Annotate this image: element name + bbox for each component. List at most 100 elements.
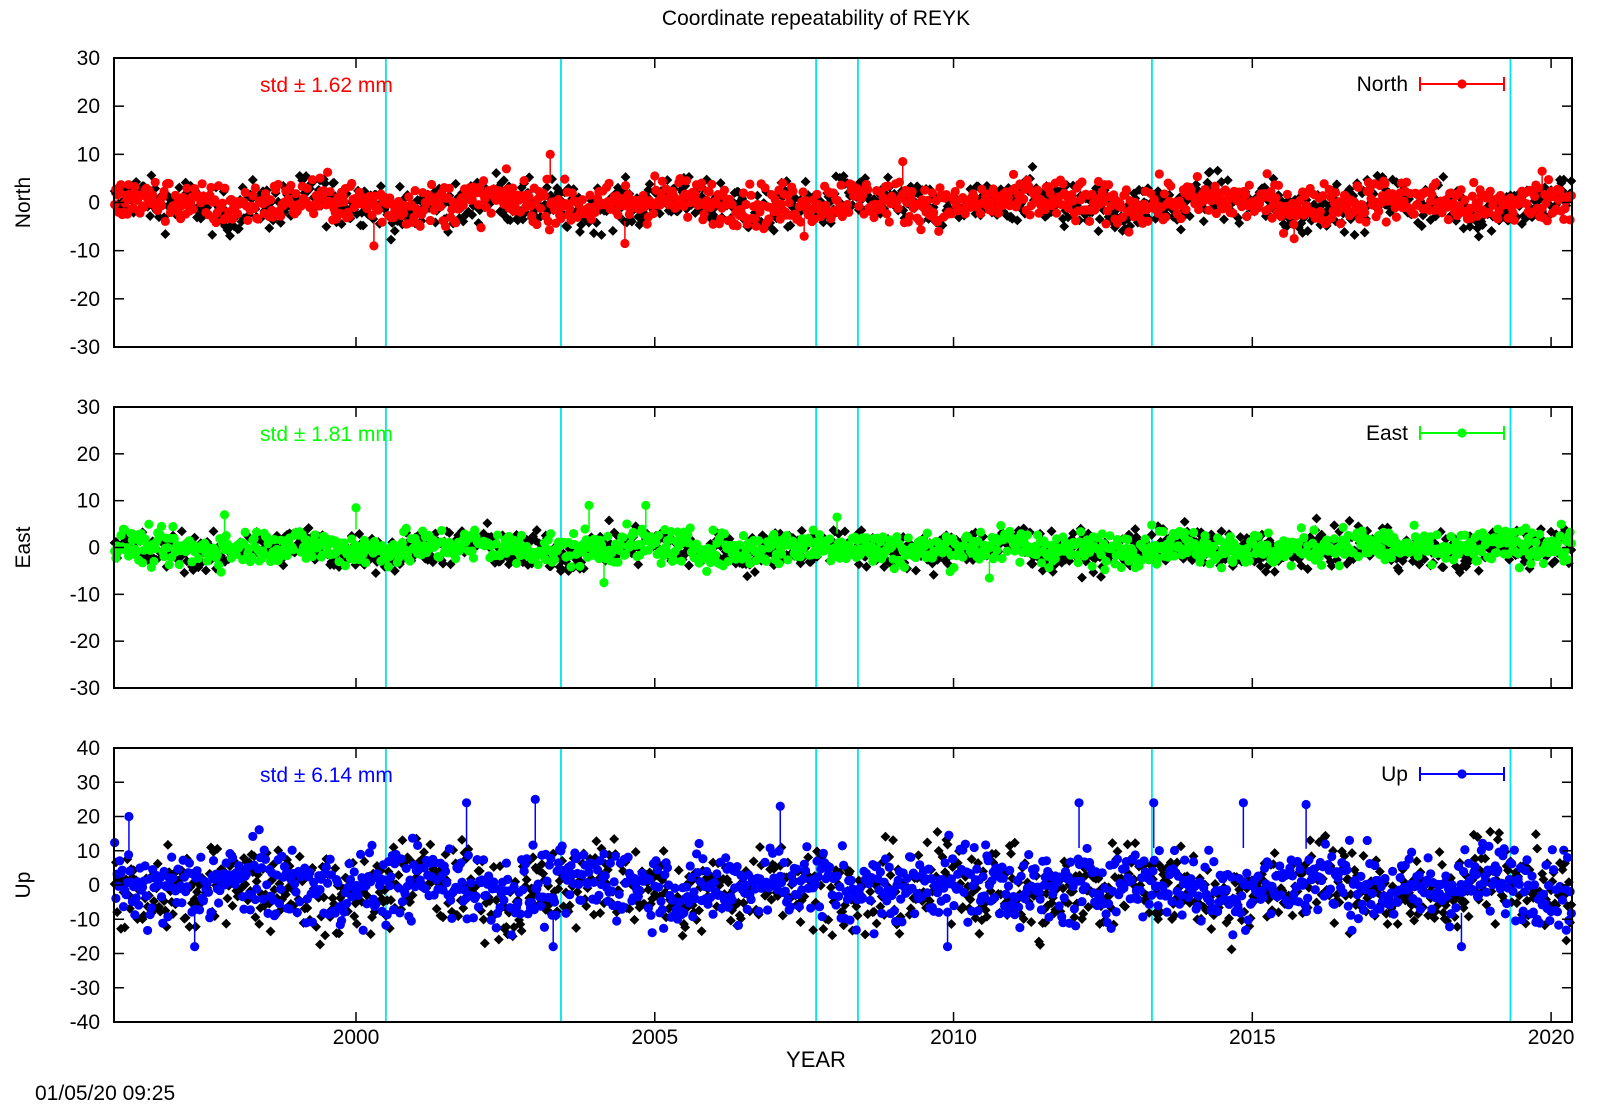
north-y-tick-label: -30 [70,336,100,359]
north-y-tick-label: 20 [77,95,100,118]
east-data-point [1076,527,1086,537]
north-data-point [451,218,461,228]
north-data-point [1431,178,1441,188]
east-data-point [1427,560,1437,570]
east-data-point [1188,527,1199,538]
north-data-point [1240,190,1251,200]
east-data-point [149,556,159,566]
north-black-point [838,171,849,182]
north-data-point [707,179,717,189]
north-data-point [560,174,570,184]
north-data-point [1361,217,1371,227]
north-data-point [836,180,846,190]
east-outlier-point [599,578,609,588]
east-data-point [1472,556,1483,566]
north-data-point [922,195,932,206]
east-data-point [622,519,632,529]
north-series [109,149,1577,251]
north-y-tick-label: 30 [77,47,100,70]
north-data-point [544,225,555,235]
north-black-point [1027,161,1038,172]
east-black-point [1179,516,1190,527]
east-data-point [168,521,178,532]
east-data-point [383,562,394,572]
east-black-point [208,526,219,537]
north-black-point [620,172,631,183]
north-data-point [1244,180,1254,190]
north-data-point [732,221,742,231]
up-black-point [190,921,201,932]
east-data-point [795,552,806,562]
east-y-tick-label: 10 [77,490,100,513]
east-data-point [618,532,628,543]
north-data-point [273,179,283,190]
east-data-point [1116,562,1126,573]
north-black-point [498,175,509,186]
east-data-point [580,524,590,534]
east-data-point [221,530,231,541]
east-data-point [340,561,350,571]
north-data-point [604,178,614,188]
north-data-point [657,176,667,186]
up-black-point [315,939,325,950]
east-data-point [754,536,764,546]
north-black-point [264,223,275,234]
north-data-point [444,183,454,193]
east-black-point [604,515,615,526]
east-black-point [928,569,939,580]
north-data-point [344,211,354,222]
north-black-point [358,220,369,231]
east-data-point [1244,556,1254,566]
north-data-point [916,225,926,235]
east-data-point [1036,558,1047,568]
east-data-point [922,528,932,538]
north-data-point [1101,219,1111,229]
north-data-point [1330,188,1341,198]
north-data-point [1409,209,1419,219]
north-data-point [1380,178,1390,189]
east-outlier-point [832,512,842,522]
north-data-point [188,204,198,214]
north-data-point [1509,215,1519,225]
east-data-point [193,553,203,564]
east-data-point [156,521,167,531]
north-data-point [150,177,160,187]
north-black-point [394,181,405,192]
north-data-point [1052,208,1062,218]
up-black-point [265,926,276,937]
north-black-point [1349,229,1360,240]
east-data-point [1531,537,1541,547]
north-data-point [233,209,243,219]
north-data-point [524,192,534,202]
north-data-point [1019,194,1029,204]
north-data-point [1374,206,1384,217]
north-data-point [1192,172,1202,182]
east-data-point [1299,533,1309,543]
east-data-point [1286,561,1296,571]
east-data-point [761,556,771,566]
north-data-point [784,198,794,208]
east-y-tick-label: 0 [88,537,100,560]
east-data-point [1296,523,1306,533]
north-data-point [1262,169,1272,179]
east-data-point [1562,554,1573,565]
north-y-tick-label: -10 [70,240,100,263]
north-data-point [276,211,286,221]
north-data-point [478,176,489,186]
up-black-point [221,918,232,929]
east-data-point [1158,526,1168,537]
north-data-point [1565,215,1575,225]
up-black-point [222,893,233,904]
east-data-point [1514,563,1524,573]
east-data-point [1491,547,1502,558]
east-data-point [1140,534,1150,544]
east-data-point [1022,530,1033,540]
north-data-point [764,214,774,224]
east-data-point [517,530,527,540]
east-data-point [1100,565,1110,575]
east-outlier-point [641,500,651,510]
north-data-point [286,180,296,190]
